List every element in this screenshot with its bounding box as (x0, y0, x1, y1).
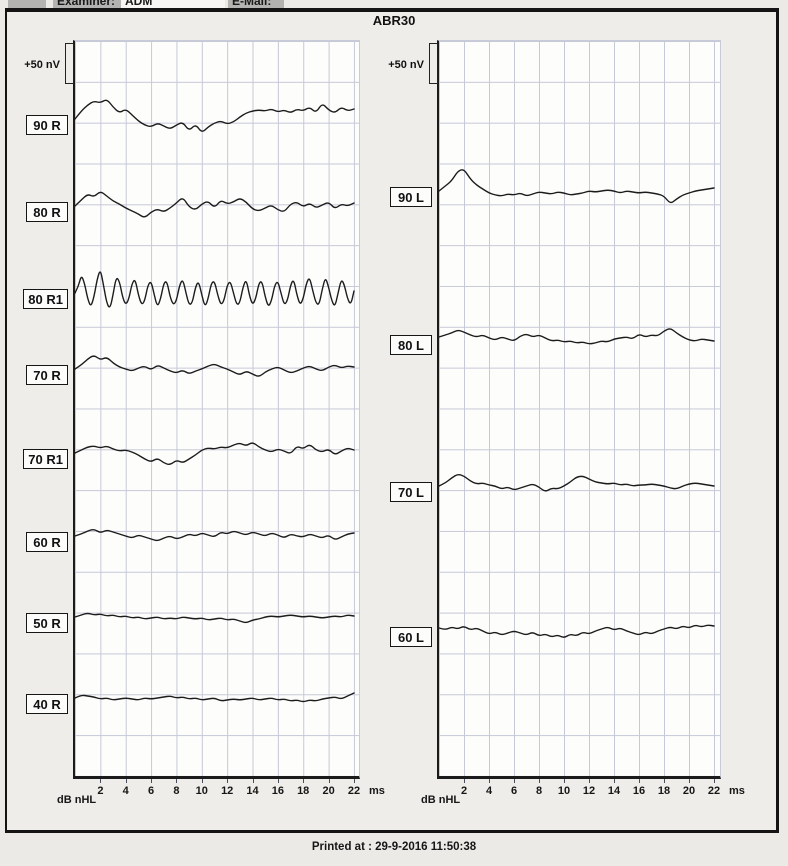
x-tickmark-10 (564, 779, 565, 783)
x-ticklabel-20: 20 (322, 785, 335, 797)
trace-label-90l: 90 L (390, 187, 432, 207)
x-ticklabel-14: 14 (607, 785, 621, 797)
x-ticklabel-2: 2 (97, 785, 104, 797)
x-ticklabel-18: 18 (297, 785, 310, 797)
email-label-chip: E-Mail: (228, 0, 284, 9)
x-ticklabel-12: 12 (582, 785, 596, 797)
x-tickmark-20 (328, 779, 330, 783)
waveform-trace-80r (74, 191, 355, 218)
trace-label-70r1: 70 R1 (23, 449, 68, 469)
form-header-row: Examiner: ADM E-Mail: (0, 0, 788, 9)
x-tickmark-8 (176, 779, 178, 783)
level-axis-label: dB nHL (57, 794, 97, 806)
x-tickmark-2 (100, 779, 102, 783)
waveform-trace-70r (74, 355, 355, 377)
x-ticklabel-10: 10 (195, 785, 208, 797)
x-tickmark-16 (277, 779, 279, 783)
left-ear-panel: +50 nV dB nHL 90 L 80 L 70 L 60 L 2 4 6 8 10 12 14… (388, 40, 745, 806)
x-unit-label: ms (369, 785, 385, 797)
x-ticklabel-12: 12 (221, 785, 234, 797)
waveform-trace-40r (74, 692, 355, 703)
x-ticklabel-16: 16 (632, 785, 646, 797)
trace-label-60r: 60 R (26, 532, 68, 552)
x-tickmark-14 (614, 779, 615, 783)
x-tickmark-8 (539, 779, 540, 783)
amplitude-scale-bar (429, 43, 438, 84)
x-tickmark-4 (125, 779, 127, 783)
x-ticklabel-10: 10 (557, 785, 571, 797)
waveforms-svg (74, 99, 355, 703)
trace-label-80l: 80 L (390, 335, 432, 355)
waveform-trace-80l (438, 328, 715, 345)
x-tickmark-18 (303, 779, 305, 783)
right-ear-panel: +50 nV dB nHL 90 R 80 R 80 R1 70 R 70 R1 60 R… (23, 40, 385, 806)
examiner-label-chip: Examiner: (53, 0, 121, 9)
x-ticklabel-4: 4 (122, 785, 129, 797)
amplitude-scale-label: +50 nV (24, 59, 60, 71)
x-ticklabel-8: 8 (173, 785, 180, 797)
trace-label-80r: 80 R (26, 202, 68, 222)
x-ticklabel-8: 8 (535, 785, 543, 797)
report-title: ABR30 (372, 13, 416, 28)
x-tickmark-2 (464, 779, 465, 783)
waveform-trace-60l (438, 624, 715, 638)
waveforms-svg (438, 169, 715, 638)
x-tickmark-12 (589, 779, 590, 783)
x-ticklabel-2: 2 (460, 785, 468, 797)
x-unit-label: ms (729, 785, 745, 797)
email-label: E-Mail: (232, 0, 272, 8)
x-ticklabel-6: 6 (148, 785, 155, 797)
x-ticklabel-22: 22 (707, 785, 721, 797)
form-header-strip: Examiner: ADM E-Mail: (0, 0, 788, 9)
x-ticklabel-14: 14 (246, 785, 259, 797)
waveform-trace-70l (438, 473, 715, 492)
x-tickmark-22 (354, 779, 355, 783)
x-ticklabel-6: 6 (510, 785, 518, 797)
amplitude-scale-label: +50 nV (388, 59, 424, 71)
x-ticklabel-16: 16 (271, 785, 285, 797)
x-ticklabel-22: 22 (347, 785, 361, 797)
trace-label-40r: 40 R (26, 694, 68, 714)
level-axis-label: dB nHL (421, 794, 461, 806)
trace-label-70l: 70 L (390, 482, 432, 502)
examiner-label: Examiner: (57, 0, 116, 8)
waveform-trace-50r (74, 612, 355, 624)
header-chip-fragment (8, 0, 46, 9)
x-tickmark-6 (151, 779, 153, 783)
waveform-trace-60r (74, 528, 355, 542)
waveform-trace-70r1 (74, 442, 355, 465)
trace-label-60l: 60 L (390, 627, 432, 647)
x-tickmark-16 (639, 779, 640, 783)
x-ticklabel-4: 4 (485, 785, 493, 797)
x-ticklabel-18: 18 (657, 785, 671, 797)
x-ticklabel-20: 20 (682, 785, 696, 797)
x-tickmark-6 (514, 779, 515, 783)
examiner-value: ADM (125, 0, 153, 8)
waveform-trace-80r1 (74, 271, 355, 308)
amplitude-scale-bar (65, 43, 74, 84)
x-tickmark-22 (714, 779, 715, 783)
trace-label-80r1: 80 R1 (23, 289, 68, 309)
x-tickmark-4 (489, 779, 490, 783)
waveform-trace-90l (438, 169, 715, 204)
printed-at-footer: Printed at : 29-9-2016 11:50:38 (311, 841, 477, 853)
trace-label-70r: 70 R (26, 365, 68, 385)
x-tickmark-12 (227, 779, 229, 783)
trace-label-50r: 50 R (26, 613, 68, 633)
x-tickmark-14 (252, 779, 254, 783)
waveform-trace-90r (74, 99, 355, 132)
x-tickmark-10 (201, 779, 203, 783)
x-tickmark-18 (664, 779, 665, 783)
examiner-value-field: ADM (121, 0, 225, 9)
x-tickmark-20 (689, 779, 690, 783)
trace-label-90r: 90 R (26, 115, 68, 135)
